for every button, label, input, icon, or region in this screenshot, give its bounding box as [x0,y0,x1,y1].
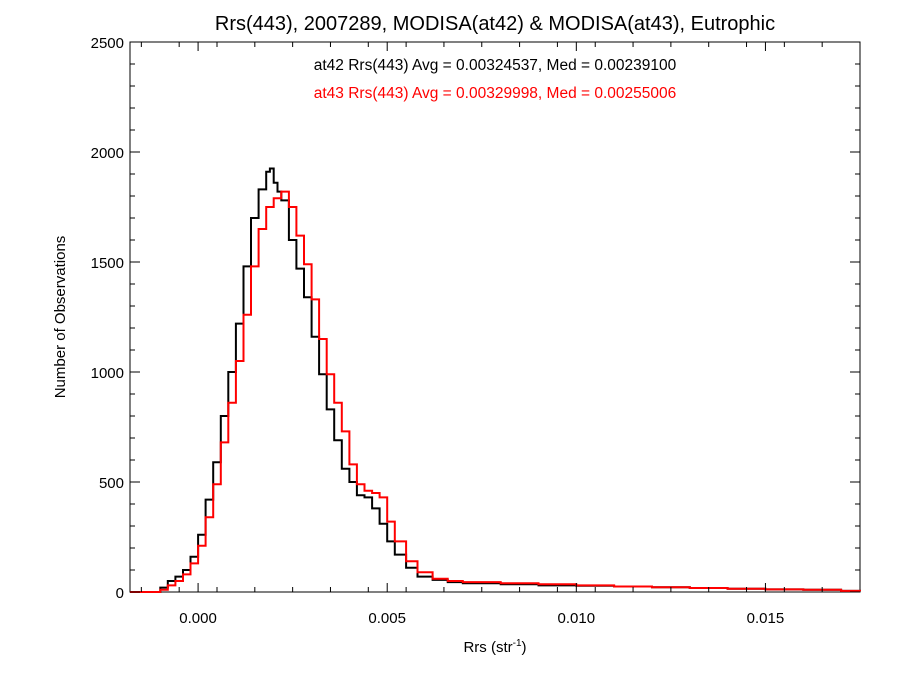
y-tick-label-5: 2500 [91,35,124,52]
x-axis-title: Rrs (str-1) [463,638,526,656]
y-tick-label-3: 1500 [91,255,124,272]
chart-title: Rrs(443), 2007289, MODISA(at42) & MODISA… [215,13,775,35]
x-axis-title-sup: -1 [513,638,522,649]
plot-frame [129,41,861,593]
series-line-1 [130,190,861,593]
y-tick-label-4: 2000 [91,145,124,162]
y-tick-label-0: 0 [116,585,124,602]
plot-area [129,41,861,593]
annotation-at42: at42 Rrs(443) Avg = 0.00324537, Med = 0.… [314,57,677,74]
series-layer [130,167,861,593]
x-tick-label-3: 0.015 [747,610,785,627]
x-tick-label-1: 0.005 [368,610,406,627]
ticks-layer: 0.000 0.005 0.010 0.015 0 500 1000 1500 2000 2500 [91,35,860,627]
y-tick-label-2: 1000 [91,365,124,382]
x-tick-label-2: 0.010 [558,610,596,627]
x-axis-title-main: Rrs (str [463,639,512,656]
x-axis-title-close: ) [522,639,527,656]
y-tick-label-1: 500 [99,475,124,492]
annotation-at43: at43 Rrs(443) Avg = 0.00329998, Med = 0.… [314,85,677,102]
x-tick-label-0: 0.000 [179,610,217,627]
y-axis-title: Number of Observations [52,236,69,399]
series-line-0 [130,167,861,593]
